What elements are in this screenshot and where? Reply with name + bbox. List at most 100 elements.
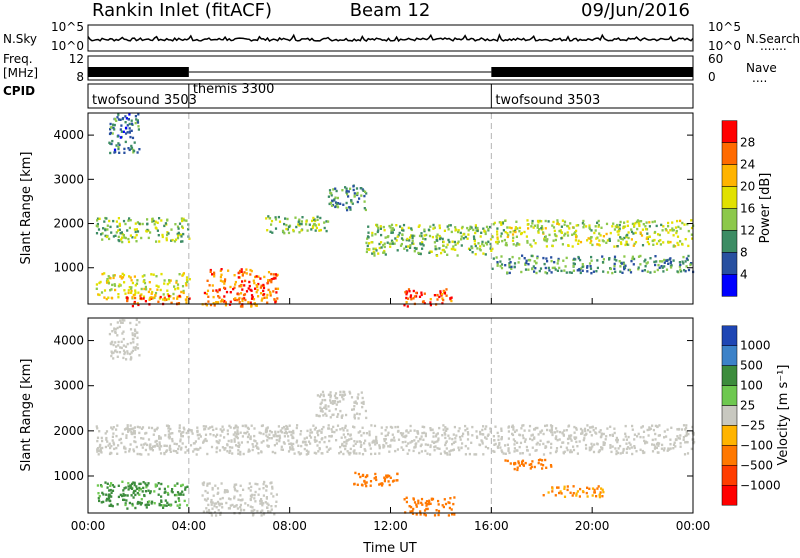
cell-r1-26 bbox=[143, 274, 146, 277]
cell-r0-1440 bbox=[342, 452, 345, 456]
cell-r0-206 bbox=[164, 222, 167, 225]
cell-r7-47 bbox=[551, 487, 554, 490]
cell-r5-49 bbox=[346, 193, 349, 196]
cell-r7-57 bbox=[445, 288, 448, 291]
cell-r4-86 bbox=[285, 227, 288, 231]
cell-r3-222 bbox=[251, 295, 254, 299]
cell-r1-187 bbox=[127, 289, 130, 292]
cell-r0-102 bbox=[176, 225, 180, 228]
cell-r7-70 bbox=[575, 492, 578, 495]
cell-r3-159 bbox=[215, 301, 218, 304]
cell-r8-448 bbox=[661, 229, 664, 232]
cell-r4-51 bbox=[427, 502, 430, 506]
cell-r0-165 bbox=[181, 225, 184, 228]
cell-r0-134 bbox=[236, 426, 239, 429]
cell-r1-75 bbox=[106, 486, 109, 489]
cell-r8-328 bbox=[518, 230, 521, 233]
cell-r0-769 bbox=[203, 428, 206, 431]
cell-r0-826 bbox=[349, 447, 352, 451]
cell-r0-391 bbox=[96, 448, 99, 451]
cell-r9-265 bbox=[539, 267, 543, 270]
cell-r7-67 bbox=[439, 290, 442, 293]
cell-r9-95 bbox=[581, 265, 584, 269]
cell-r8-375 bbox=[594, 225, 597, 228]
cell-r0-1237 bbox=[128, 448, 131, 451]
cell-r0-1606 bbox=[609, 434, 612, 437]
colorbar-label-5: 8 bbox=[740, 245, 748, 259]
cell-r0-130 bbox=[237, 449, 240, 452]
cell-r5-43 bbox=[365, 481, 368, 484]
cell-r2-73 bbox=[217, 502, 221, 505]
cell-r8-302 bbox=[503, 238, 506, 242]
cell-r0-1209 bbox=[183, 428, 186, 431]
cell-r0-1609 bbox=[282, 441, 285, 444]
cell-r8-33 bbox=[496, 227, 499, 230]
cell-r0-153 bbox=[146, 228, 149, 232]
cell-r6-248 bbox=[390, 229, 393, 232]
cell-r1-141 bbox=[165, 504, 168, 507]
cell-r10-52 bbox=[137, 113, 140, 116]
cell-r8-297 bbox=[515, 235, 518, 238]
cell-r0-171 bbox=[146, 223, 149, 226]
cell-r0-687 bbox=[180, 435, 183, 438]
cell-r8-256 bbox=[667, 241, 670, 244]
cpid-segment-label-2: twofsound 3503 bbox=[495, 93, 600, 108]
cell-r4-64 bbox=[412, 497, 415, 500]
cell-r0-1638 bbox=[188, 428, 191, 432]
cell-r0-443 bbox=[669, 443, 672, 446]
cell-r1-204 bbox=[144, 503, 147, 507]
cell-r4-42 bbox=[312, 224, 315, 228]
cell-r9-327 bbox=[601, 255, 604, 258]
cell-r1-163 bbox=[100, 501, 103, 504]
cell-r0-392 bbox=[578, 440, 581, 443]
cell-r1-89 bbox=[122, 492, 125, 496]
cell-r5-88 bbox=[334, 196, 337, 199]
cell-r3-167 bbox=[263, 293, 266, 296]
cell-r9-199 bbox=[570, 271, 573, 274]
cell-r9-215 bbox=[590, 259, 593, 262]
cell-r3-24 bbox=[262, 289, 265, 293]
cell-r7-15 bbox=[593, 488, 596, 492]
cell-r4-16 bbox=[294, 216, 297, 219]
cell-r0-148 bbox=[182, 217, 185, 221]
cell-r6-21 bbox=[539, 458, 542, 461]
freq-tick-hi: 12 bbox=[69, 52, 84, 66]
cell-r3-224 bbox=[213, 273, 216, 276]
cell-r0-251 bbox=[655, 446, 658, 450]
cell-r1-242 bbox=[175, 281, 178, 284]
cell-r6-224 bbox=[472, 235, 476, 238]
cell-r6-41 bbox=[531, 460, 534, 463]
cell-r8-447 bbox=[625, 241, 628, 244]
cell-r8-402 bbox=[617, 239, 620, 242]
cell-r8-28 bbox=[132, 346, 135, 349]
cell-r0-1118 bbox=[375, 435, 378, 439]
cell-r6-130 bbox=[373, 254, 376, 257]
cell-r8-390 bbox=[637, 222, 640, 225]
cell-r0-144 bbox=[283, 435, 286, 438]
cell-r0-186 bbox=[466, 438, 470, 441]
cell-r0-220 bbox=[187, 228, 190, 231]
cell-r6-244 bbox=[432, 227, 435, 230]
cell-r0-139 bbox=[161, 235, 164, 239]
cell-r0-1084 bbox=[271, 450, 274, 454]
cell-r6-370 bbox=[441, 237, 444, 241]
cell-r8-86 bbox=[133, 328, 137, 331]
cell-r10-80 bbox=[120, 124, 123, 127]
cell-r5-17 bbox=[353, 192, 356, 195]
cell-r3-33 bbox=[316, 394, 319, 397]
cell-r6-189 bbox=[488, 225, 492, 229]
cell-r7-60 bbox=[418, 295, 422, 298]
cell-r8-474 bbox=[518, 226, 522, 230]
cell-r7-62 bbox=[558, 491, 561, 495]
cell-r0-460 bbox=[586, 424, 589, 427]
cell-r6-10 bbox=[522, 464, 525, 467]
cell-r1-106 bbox=[154, 483, 157, 486]
cell-r5-17 bbox=[365, 484, 368, 488]
cell-r0-1233 bbox=[327, 427, 330, 430]
cell-r8-58 bbox=[589, 237, 592, 240]
cell-r2-88 bbox=[205, 499, 208, 502]
cell-r0-422 bbox=[661, 443, 664, 447]
cell-r0-1687 bbox=[296, 424, 299, 427]
cell-r0-511 bbox=[439, 452, 442, 455]
cell-r0-1706 bbox=[523, 440, 527, 443]
